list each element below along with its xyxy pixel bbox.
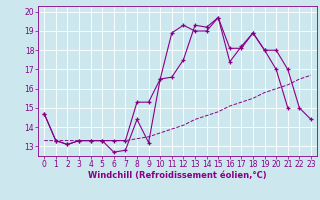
- X-axis label: Windchill (Refroidissement éolien,°C): Windchill (Refroidissement éolien,°C): [88, 171, 267, 180]
